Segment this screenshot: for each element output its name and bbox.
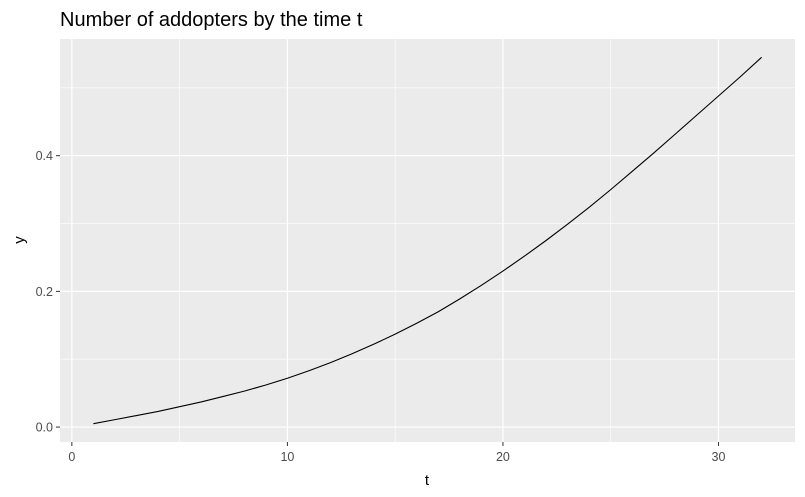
- chart-title: Number of addopters by the time t: [60, 9, 363, 31]
- series-line: [93, 56, 762, 425]
- minor-gridlines: [60, 39, 795, 442]
- major-gridlines: [60, 39, 795, 442]
- series-layer: [93, 56, 762, 425]
- y-tick-label: 0.2: [36, 285, 53, 299]
- x-tick-label: 0: [68, 450, 75, 464]
- x-axis: 0 10 20 30: [68, 442, 725, 464]
- x-tick-label: 20: [496, 450, 510, 464]
- y-axis: 0.0 0.2 0.4: [36, 149, 60, 435]
- x-tick-label: 30: [712, 450, 726, 464]
- x-axis-title: t: [425, 472, 430, 489]
- y-axis-title: y: [11, 236, 28, 244]
- chart-panel: [60, 39, 795, 442]
- y-tick-label: 0.4: [36, 149, 53, 163]
- x-tick-label: 10: [280, 450, 294, 464]
- y-tick-label: 0.0: [36, 421, 53, 435]
